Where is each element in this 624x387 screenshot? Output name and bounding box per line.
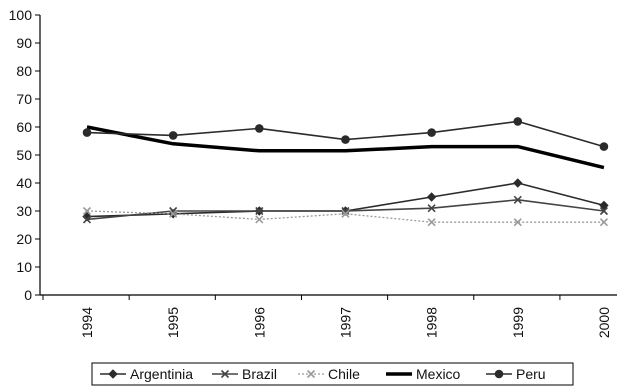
legend-label: Brazil (242, 366, 277, 382)
marker-brazil (513, 195, 522, 204)
x-tick-label: 2000 (596, 307, 612, 338)
series-line-mexico (86, 125, 605, 170)
y-tick-label: 80 (16, 63, 32, 79)
y-tick-label: 60 (16, 119, 32, 135)
marker-chile (513, 218, 522, 227)
legend-label: Mexico (416, 366, 461, 382)
series-chile (82, 206, 608, 227)
marker-brazil (220, 369, 230, 379)
marker-peru (82, 128, 92, 137)
legend-label: Argentinia (130, 366, 193, 382)
marker-chile (427, 218, 436, 227)
marker-brazil (255, 206, 264, 216)
x-axis: 1994 1995 1996 1997 1998 1999 2000 (40, 294, 617, 338)
legend-box (91, 362, 574, 386)
marker-chile (306, 369, 316, 379)
marker-brazil (82, 215, 92, 224)
x-tick-label: 1995 (165, 307, 181, 338)
y-tick-label: 70 (16, 91, 32, 107)
marker-argentinia (599, 200, 609, 211)
legend-entry-argentinia: Argentinia (100, 366, 193, 382)
legend-entry-peru: Peru (486, 366, 546, 382)
x-tick-label: 1994 (79, 307, 95, 338)
y-tick-label: 30 (16, 203, 32, 219)
legend-entry-brazil: Brazil (212, 366, 277, 382)
x-tick-label: 1998 (424, 307, 440, 338)
y-tick-label: 10 (16, 259, 32, 275)
legend-label: Peru (516, 366, 546, 382)
x-tick-label: 1997 (337, 307, 353, 338)
marker-peru (341, 135, 350, 144)
marker-peru (599, 142, 609, 151)
y-axis: 0 10 20 30 40 50 60 70 80 90 100 (9, 7, 41, 303)
marker-peru (168, 131, 178, 140)
legend-entry-chile: Chile (298, 366, 360, 382)
y-tick-label: 20 (16, 231, 32, 247)
series-layer (82, 117, 609, 227)
legend-label: Chile (328, 366, 360, 382)
marker-peru (255, 124, 264, 133)
marker-argentinia (108, 369, 118, 379)
series-mexico (86, 125, 605, 170)
marker-brazil (599, 206, 608, 216)
y-tick-label: 0 (24, 287, 32, 303)
marker-chile (599, 218, 608, 227)
marker-chile (169, 209, 178, 218)
x-tick-label: 1999 (510, 307, 526, 338)
marker-peru (513, 117, 523, 126)
marker-chile (255, 215, 264, 224)
marker-chile (82, 206, 92, 216)
series-brazil (82, 195, 608, 224)
y-tick-label: 100 (9, 7, 33, 23)
marker-peru (494, 369, 504, 379)
marker-brazil (427, 204, 436, 213)
x-tick-label: 1996 (251, 307, 267, 338)
marker-argentinia (513, 178, 523, 188)
marker-chile (341, 209, 350, 218)
legend-entry-mexico: Mexico (386, 366, 461, 382)
series-peru (82, 117, 609, 151)
y-tick-label: 40 (16, 175, 32, 191)
marker-argentinia (426, 192, 437, 202)
y-tick-label: 90 (16, 35, 32, 51)
marker-peru (427, 128, 436, 137)
legend: Argentinia Brazil Chile Mexico Peru (91, 362, 574, 386)
y-tick-label: 50 (16, 147, 32, 163)
